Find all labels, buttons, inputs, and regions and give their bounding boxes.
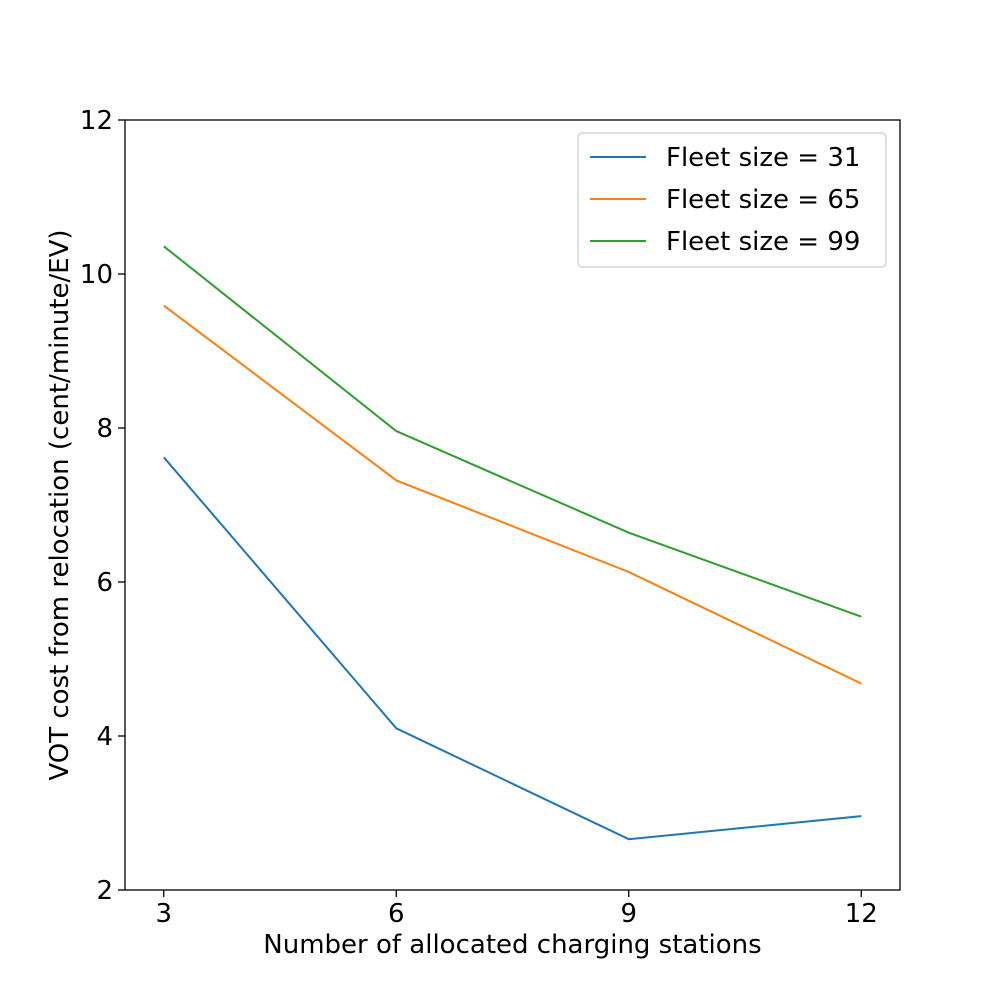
legend-label: Fleet size = 65 (666, 185, 860, 215)
series-layer (163, 245, 862, 841)
legend-label: Fleet size = 99 (666, 227, 860, 257)
legend: Fleet size = 31 Fleet size = 65 Fleet size… (577, 132, 887, 268)
y-axis-label: VOT cost from relocation (cent/minute/EV… (45, 229, 75, 780)
y-axis: 2 4 6 8 10 12 (80, 106, 125, 906)
series-line-1 (163, 456, 862, 841)
x-tick-label: 9 (620, 899, 637, 929)
y-tick-label: 2 (96, 876, 113, 906)
y-tick-label: 8 (96, 414, 113, 444)
series-line-3 (163, 245, 862, 618)
x-axis-label: Number of allocated charging stations (263, 930, 761, 960)
x-tick-label: 12 (845, 899, 878, 929)
legend-label: Fleet size = 31 (666, 143, 860, 173)
x-axis: 3 6 9 12 (155, 890, 878, 929)
plot-frame (124, 119, 901, 891)
legend-box (577, 132, 887, 268)
series-line-2 (163, 304, 862, 685)
y-tick-label: 10 (80, 260, 113, 290)
y-tick-label: 12 (80, 106, 113, 136)
x-tick-label: 6 (388, 899, 405, 929)
y-tick-label: 4 (96, 722, 113, 752)
x-tick-label: 3 (155, 899, 172, 929)
y-tick-label: 6 (96, 568, 113, 598)
